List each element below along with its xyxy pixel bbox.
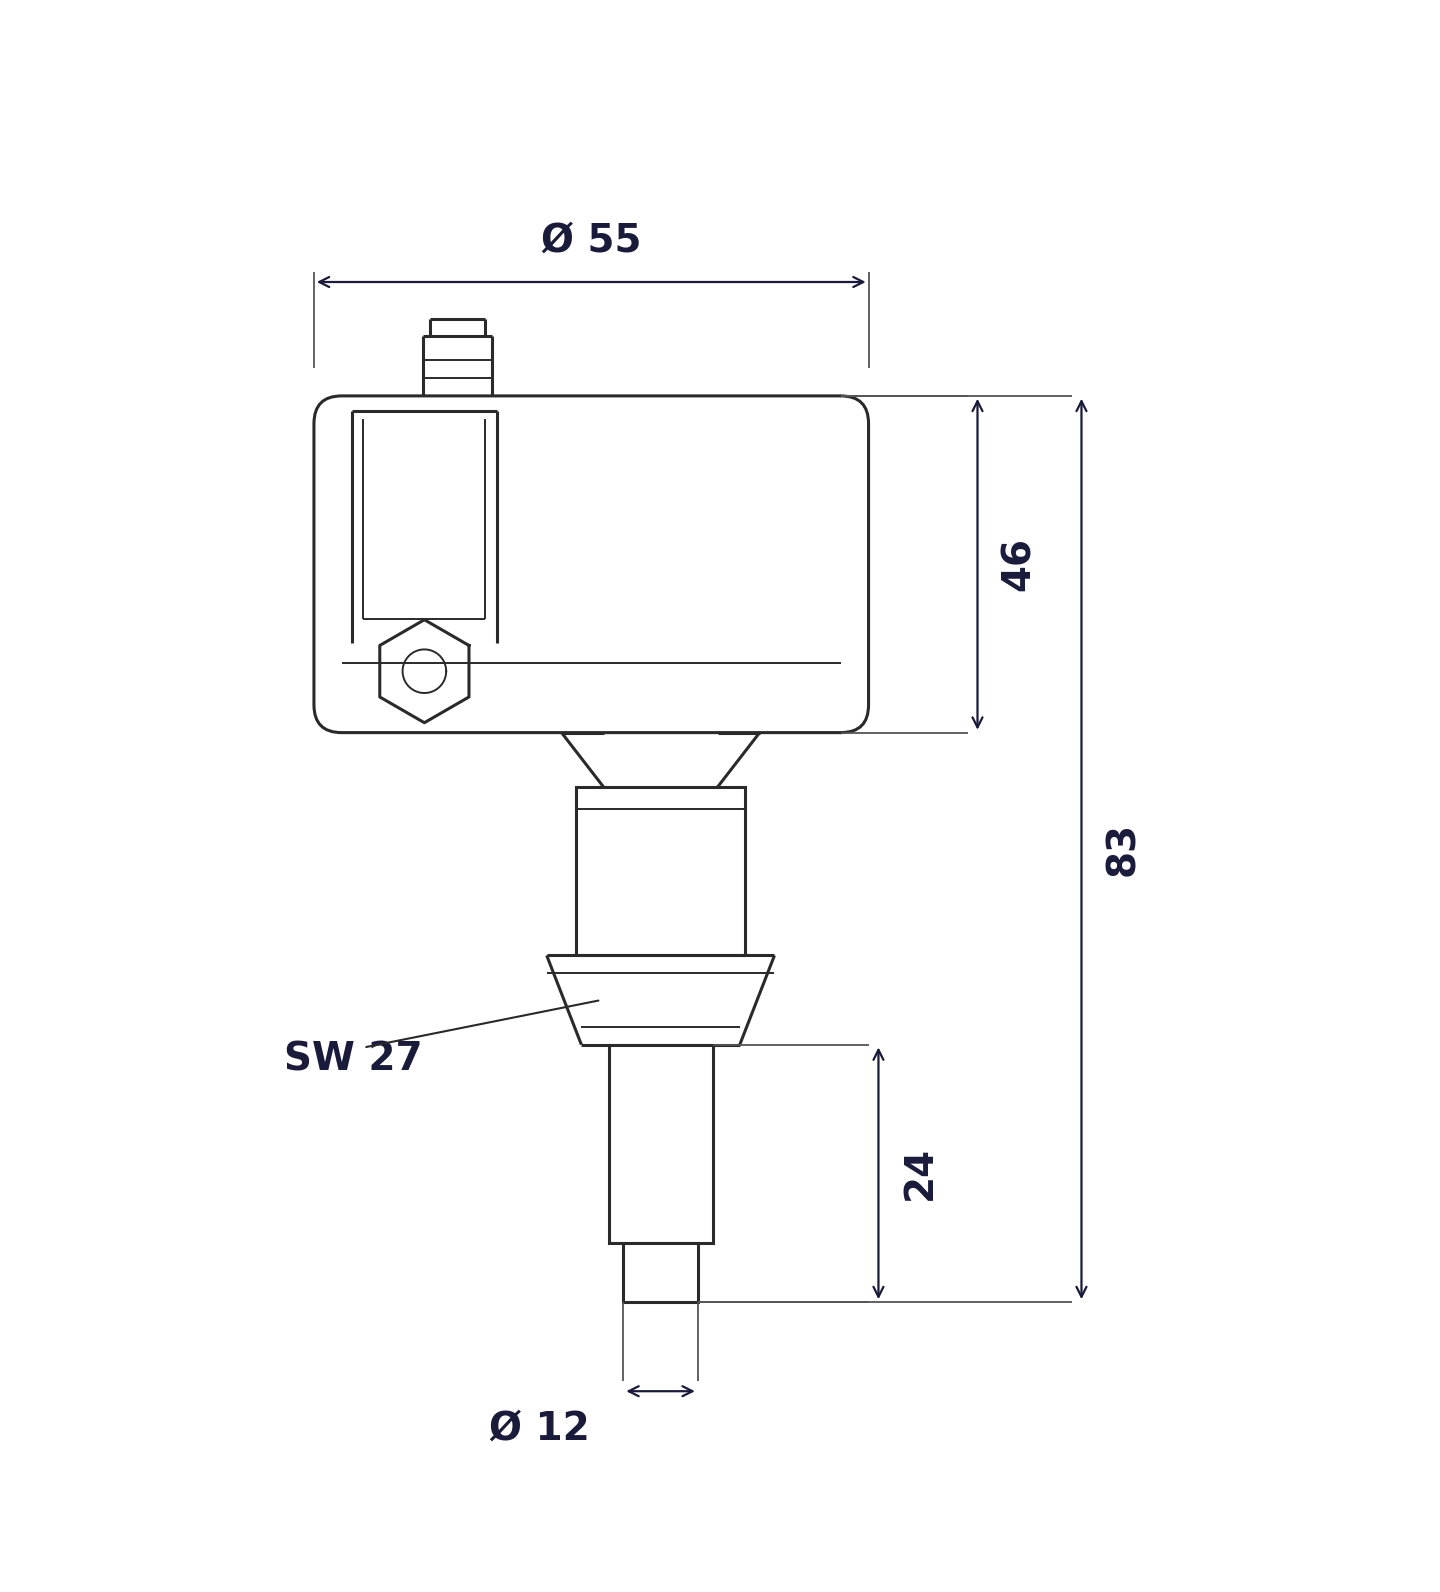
Text: SW 27: SW 27 — [284, 1041, 423, 1078]
Text: Ø 55: Ø 55 — [541, 221, 641, 259]
Bar — [576, 786, 744, 955]
FancyBboxPatch shape — [314, 396, 868, 732]
Text: 46: 46 — [1001, 537, 1038, 591]
Text: 24: 24 — [901, 1146, 939, 1200]
Text: 83: 83 — [1104, 821, 1142, 876]
Text: Ø 12: Ø 12 — [490, 1411, 589, 1447]
Bar — [609, 1044, 713, 1243]
Bar — [624, 1243, 698, 1302]
